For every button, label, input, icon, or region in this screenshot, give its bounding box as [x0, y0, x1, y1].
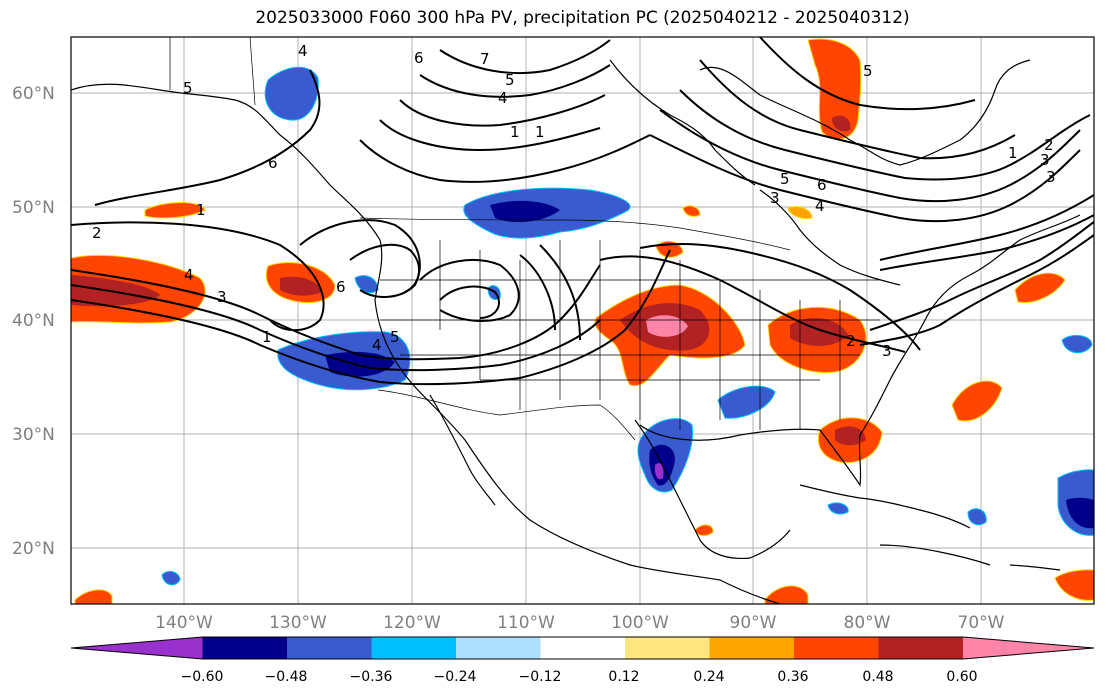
colorbar-segment [794, 637, 879, 659]
colorbar-segment [709, 637, 794, 659]
lon-label: 110°W [497, 613, 555, 633]
lon-label: 90°W [730, 613, 777, 633]
longitude-labels: 140°W 130°W 120°W 110°W 100°W 90°W 80°W … [155, 613, 1005, 633]
colorbar-tick-label: −0.48 [265, 669, 308, 685]
contour-label: 5 [505, 71, 515, 89]
contour-label: 5 [390, 328, 400, 346]
contour-label: 5 [863, 62, 873, 80]
colorbar-outline [70, 636, 1095, 660]
contour-label: 6 [268, 154, 278, 172]
contour-label: 2 [1044, 136, 1054, 154]
contour-label: 1 [535, 123, 545, 141]
contour-label: 3 [882, 342, 892, 360]
contour-label: 6 [336, 278, 346, 296]
colorbar-tick-label: −0.24 [434, 669, 477, 685]
map-title: 2025033000 F060 300 hPa PV, precipitatio… [255, 8, 910, 28]
map-frame [70, 36, 1095, 605]
lon-label: 130°W [269, 613, 327, 633]
colorbar-segment [456, 637, 541, 659]
contour-label: 4 [815, 197, 825, 215]
latitude-labels: 60°N 50°N 40°N 30°N 20°N [12, 84, 55, 559]
colorbar-extend-max [963, 637, 1094, 659]
contour-label: 4 [184, 266, 194, 284]
contour-label: 5 [780, 170, 790, 188]
colorbar-segment [540, 637, 625, 659]
contour-label: 3 [1040, 151, 1050, 169]
colorbar-segment [878, 637, 963, 659]
contour-label: 1 [510, 123, 520, 141]
precip-positive-regions [71, 38, 1094, 604]
colorbar-tick-label: 0.36 [777, 669, 808, 685]
contour-label: 4 [298, 42, 308, 60]
contour-label: 1 [1008, 144, 1018, 162]
colorbar-tick-label: 0.60 [946, 669, 977, 685]
colorbar-tick-label: −0.60 [181, 669, 224, 685]
lat-label: 20°N [12, 539, 55, 559]
lat-label: 40°N [12, 311, 55, 331]
colorbar-tick-label: −0.36 [350, 669, 393, 685]
lat-label: 60°N [12, 84, 55, 104]
lat-label: 50°N [12, 198, 55, 218]
lon-label: 100°W [611, 613, 669, 633]
colorbar-tick-label: 0.24 [693, 669, 724, 685]
colorbar-tick-label: 0.12 [608, 669, 639, 685]
contour-label: 1 [262, 328, 272, 346]
colorbar-segment [202, 637, 287, 659]
lon-label: 80°W [844, 613, 891, 633]
contour-label: 2 [92, 224, 102, 242]
contour-label: 5 [183, 79, 193, 97]
contour-label: 6 [817, 176, 827, 194]
contour-labels: 1 2 3 4 5 6 7 1 1 4 5 6 3 4 5 6 1 2 3 4 … [92, 42, 1056, 360]
colorbar-tick-labels: −0.60 −0.48 −0.36 −0.24 −0.12 0.12 0.24 … [181, 669, 978, 685]
colorbar-segment [371, 637, 456, 659]
colorbar-tick-label: 0.48 [862, 669, 893, 685]
contour-label: 2 [846, 332, 856, 350]
colorbar-tick-label: −0.12 [519, 669, 562, 685]
coastlines [71, 59, 1081, 604]
contour-label: 3 [770, 189, 780, 207]
lon-label: 70°W [958, 613, 1005, 633]
colorbar-extend-min [71, 637, 203, 659]
contour-label: 3 [217, 288, 227, 306]
contour-label: 3 [1046, 168, 1056, 186]
contour-label: 4 [498, 89, 508, 107]
colorbar [70, 636, 1095, 660]
contour-label: 7 [480, 50, 490, 68]
lon-label: 120°W [383, 613, 441, 633]
colorbar-segment [625, 637, 710, 659]
colorbar-segment [287, 637, 372, 659]
contour-label: 1 [196, 201, 206, 219]
lat-label: 30°N [12, 425, 55, 445]
contour-label: 4 [372, 336, 382, 354]
pv-contours [71, 37, 1094, 386]
lon-label: 140°W [155, 613, 213, 633]
contour-label: 6 [414, 49, 424, 67]
